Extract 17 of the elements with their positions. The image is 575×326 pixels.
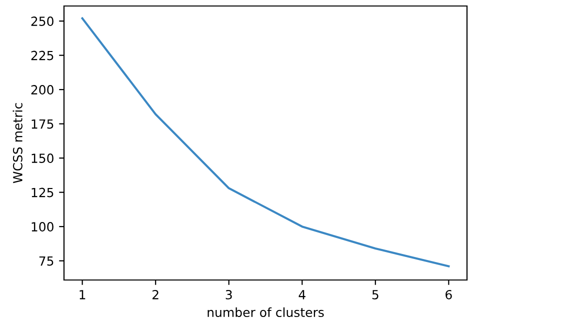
- y-tick-label: 125: [32, 188, 54, 198]
- x-axis-title: number of clusters: [208, 307, 324, 318]
- x-tick-label: 3: [226, 290, 232, 300]
- line-series: [81, 17, 450, 268]
- y-tick-label: 250: [31, 16, 54, 26]
- y-tick-label: 200: [31, 85, 54, 94]
- y-tick-label: 175: [32, 119, 54, 129]
- x-tick-label: 4: [298, 290, 306, 300]
- y-tick-label: 75: [39, 256, 54, 266]
- x-tick-label: 5: [372, 290, 378, 300]
- x-tick-label: 2: [152, 290, 158, 300]
- y-tick-label: 100: [32, 222, 54, 232]
- y-tick-label: 225: [31, 50, 54, 60]
- y-tick-label: 150: [32, 154, 54, 163]
- x-tick-label: 1: [80, 290, 86, 300]
- x-tick-label: 6: [446, 290, 452, 300]
- y-axis-title: WCSS metric: [12, 103, 22, 184]
